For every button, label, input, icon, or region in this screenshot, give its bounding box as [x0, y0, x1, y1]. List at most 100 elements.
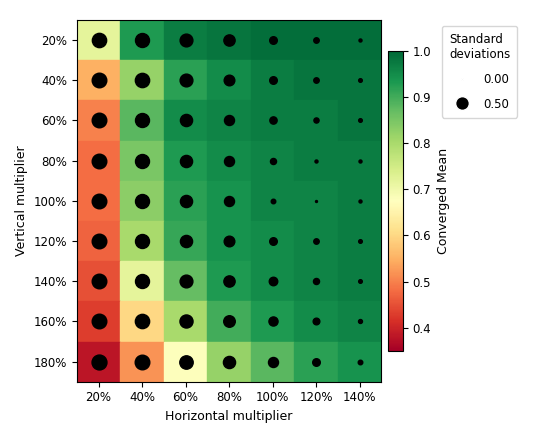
Point	[94, 358, 103, 365]
Bar	[294, 20, 338, 60]
Point	[138, 278, 146, 285]
Bar	[164, 181, 207, 221]
Bar	[207, 301, 251, 342]
Point	[225, 278, 234, 285]
Point	[312, 318, 320, 325]
Point	[268, 157, 277, 164]
Bar	[207, 141, 251, 181]
Bar	[294, 261, 338, 301]
Point	[138, 77, 146, 84]
Point	[225, 77, 234, 84]
Point	[312, 358, 320, 365]
Point	[268, 278, 277, 285]
Bar	[77, 301, 120, 342]
Bar	[294, 181, 338, 221]
Point	[225, 37, 234, 44]
Point	[312, 157, 320, 164]
Point	[94, 318, 103, 325]
Bar	[164, 261, 207, 301]
Bar	[77, 20, 120, 60]
Point	[181, 37, 190, 44]
Bar	[207, 261, 251, 301]
Bar	[294, 141, 338, 181]
Bar	[164, 141, 207, 181]
Point	[312, 237, 320, 244]
Bar	[251, 301, 294, 342]
Point	[355, 77, 364, 84]
Point	[355, 318, 364, 325]
Point	[138, 157, 146, 164]
Point	[181, 358, 190, 365]
Point	[355, 198, 364, 205]
Bar	[120, 181, 164, 221]
Bar	[77, 342, 120, 382]
Point	[355, 117, 364, 124]
Bar	[338, 181, 381, 221]
Point	[355, 278, 364, 285]
Point	[355, 37, 364, 44]
Bar	[207, 60, 251, 100]
Point	[181, 77, 190, 84]
Point	[268, 237, 277, 244]
Bar	[207, 20, 251, 60]
Bar	[77, 181, 120, 221]
Point	[94, 237, 103, 244]
Bar	[338, 221, 381, 261]
Point	[268, 318, 277, 325]
Point	[181, 157, 190, 164]
Bar	[207, 342, 251, 382]
Point	[312, 37, 320, 44]
Bar	[251, 100, 294, 141]
Bar	[164, 342, 207, 382]
Point	[94, 198, 103, 205]
Point	[181, 117, 190, 124]
Point	[181, 237, 190, 244]
Bar	[207, 181, 251, 221]
Bar	[164, 60, 207, 100]
Point	[268, 37, 277, 44]
Bar	[120, 141, 164, 181]
Point	[225, 358, 234, 365]
Point	[312, 278, 320, 285]
Bar	[77, 100, 120, 141]
Bar	[77, 141, 120, 181]
Bar	[120, 301, 164, 342]
Point	[181, 198, 190, 205]
Bar	[294, 342, 338, 382]
Bar	[77, 261, 120, 301]
Bar	[120, 100, 164, 141]
Bar	[294, 100, 338, 141]
Bar	[120, 261, 164, 301]
Point	[225, 117, 234, 124]
Point	[138, 198, 146, 205]
Bar	[294, 221, 338, 261]
Bar	[77, 60, 120, 100]
Bar	[164, 301, 207, 342]
Point	[312, 198, 320, 205]
Bar	[251, 60, 294, 100]
Bar	[251, 141, 294, 181]
Legend: 0.00, 0.50: 0.00, 0.50	[442, 26, 518, 118]
Point	[312, 117, 320, 124]
Point	[225, 198, 234, 205]
Bar	[120, 342, 164, 382]
Bar	[120, 60, 164, 100]
Point	[268, 117, 277, 124]
Point	[225, 318, 234, 325]
Point	[225, 237, 234, 244]
Point	[138, 117, 146, 124]
Bar	[164, 100, 207, 141]
Bar	[338, 100, 381, 141]
Bar	[338, 141, 381, 181]
Bar	[251, 342, 294, 382]
Bar	[251, 221, 294, 261]
Point	[138, 318, 146, 325]
Bar	[251, 181, 294, 221]
Bar	[207, 100, 251, 141]
Bar	[164, 20, 207, 60]
Point	[355, 358, 364, 365]
Point	[94, 117, 103, 124]
Point	[312, 77, 320, 84]
Point	[94, 278, 103, 285]
Bar	[338, 301, 381, 342]
